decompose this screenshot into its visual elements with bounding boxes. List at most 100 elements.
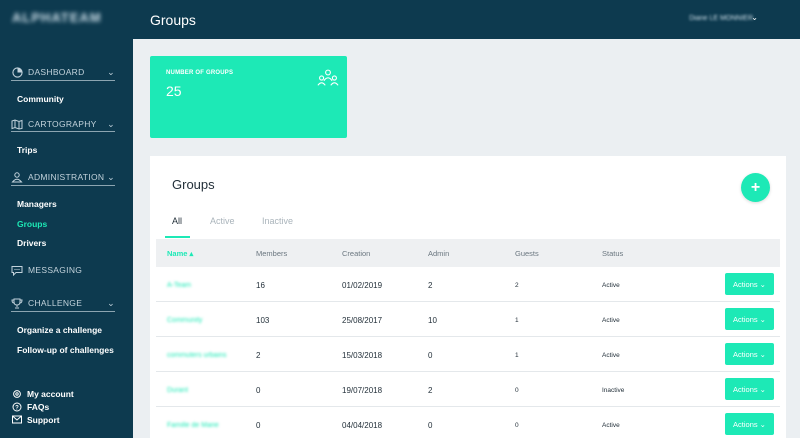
column-header-name[interactable]: Name ▴	[167, 249, 193, 258]
admin-cell: 0	[428, 351, 433, 360]
column-header-members[interactable]: Members	[256, 249, 288, 258]
chevron-down-icon: ⌄	[107, 297, 115, 308]
sidebar-item-drivers[interactable]: Drivers	[17, 238, 47, 248]
help-icon: ?	[11, 401, 22, 412]
creation-cell: 15/03/2018	[342, 351, 383, 360]
sidebar-item-trips[interactable]: Trips	[17, 145, 38, 155]
top-bar: Groups Diane LE MONNIER ⌄	[133, 0, 800, 39]
table-row: Durant 0 19/07/2018 2 0 Inactive Actions ⌄	[156, 372, 780, 407]
sidebar-item-organize-challenge[interactable]: Organize a challenge	[17, 325, 103, 335]
chevron-down-icon: ⌄	[759, 279, 766, 289]
tab-active[interactable]: Active	[210, 216, 235, 226]
sidebar-item-label: My account	[27, 388, 74, 399]
group-name-link[interactable]: A-Team	[167, 282, 192, 289]
divider	[11, 185, 115, 186]
actions-button[interactable]: Actions ⌄	[725, 308, 774, 330]
column-header-status[interactable]: Status	[602, 249, 624, 258]
admin-cell: 10	[428, 316, 437, 325]
actions-label: Actions	[733, 384, 758, 394]
guests-cell: 1	[515, 352, 519, 359]
actions-label: Actions	[733, 419, 758, 429]
map-icon	[11, 118, 23, 130]
sidebar-section-administration[interactable]: ADMINISTRATION ⌄	[11, 169, 115, 185]
sidebar-item-support[interactable]: Support	[11, 414, 60, 425]
chat-icon	[11, 264, 23, 276]
sidebar-section-label: DASHBOARD	[28, 67, 85, 77]
sidebar-item-community[interactable]: Community	[17, 94, 64, 104]
divider	[11, 311, 115, 312]
group-name-link[interactable]: Community	[167, 317, 203, 324]
divider	[11, 80, 115, 81]
table-row: Famille de Marie 0 04/04/2018 0 0 Active Actio…	[156, 407, 780, 438]
number-of-groups-card: NUMBER OF GROUPS 25	[150, 56, 347, 138]
trophy-icon	[11, 297, 23, 309]
actions-button[interactable]: Actions ⌄	[725, 273, 774, 295]
column-header-label: Name	[167, 249, 188, 258]
divider	[11, 131, 115, 132]
status-cell: Active	[602, 317, 620, 324]
sidebar-section-dashboard[interactable]: DASHBOARD ⌄	[11, 64, 115, 80]
table-row: Community 103 25/08/2017 10 1 Active Actions ⌄	[156, 302, 780, 337]
chevron-down-icon: ⌄	[759, 384, 766, 394]
actions-label: Actions	[733, 349, 758, 359]
column-header-guests[interactable]: Guests	[515, 249, 539, 258]
sidebar-section-cartography[interactable]: CARTOGRAPHY ⌄	[11, 116, 115, 132]
members-cell: 0	[256, 386, 261, 395]
settings-icon	[11, 388, 22, 399]
users-icon	[11, 171, 23, 183]
sidebar-section-label: MESSAGING	[28, 265, 83, 275]
stat-label: NUMBER OF GROUPS	[166, 70, 234, 76]
chevron-down-icon: ⌄	[759, 349, 766, 359]
actions-button[interactable]: Actions ⌄	[725, 378, 774, 400]
actions-button[interactable]: Actions ⌄	[725, 343, 774, 365]
page-title: Groups	[150, 12, 196, 28]
sidebar-section-messaging[interactable]: MESSAGING	[11, 262, 115, 278]
admin-cell: 2	[428, 281, 433, 290]
group-name-link[interactable]: Famille de Marie	[167, 422, 219, 429]
chevron-down-icon[interactable]: ⌄	[751, 13, 758, 22]
sidebar-section-challenge[interactable]: CHALLENGE ⌄	[11, 295, 115, 311]
tab-all[interactable]: All	[172, 216, 183, 226]
table-row: commuters urbains 2 15/03/2018 0 1 Active Acti…	[156, 337, 780, 372]
guests-cell: 2	[515, 282, 519, 289]
members-cell: 103	[256, 316, 270, 325]
group-icon	[317, 69, 339, 86]
status-cell: Inactive	[602, 387, 625, 394]
admin-cell: 0	[428, 421, 433, 430]
sidebar-section-label: CARTOGRAPHY	[28, 119, 97, 129]
sidebar: ALPHATEAM DASHBOARD ⌄ Community CARTOGRA…	[0, 0, 133, 438]
group-name-link[interactable]: Durant	[167, 387, 189, 394]
actions-label: Actions	[733, 314, 758, 324]
dashboard-icon	[11, 66, 23, 78]
members-cell: 0	[256, 421, 261, 430]
sidebar-item-groups[interactable]: Groups	[17, 219, 48, 229]
add-group-button[interactable]: +	[741, 173, 770, 202]
sidebar-item-managers[interactable]: Managers	[17, 199, 57, 209]
column-header-admin[interactable]: Admin	[428, 249, 450, 258]
members-cell: 16	[256, 281, 265, 290]
status-cell: Active	[602, 352, 620, 359]
svg-text:?: ?	[15, 405, 19, 411]
creation-cell: 25/08/2017	[342, 316, 383, 325]
members-cell: 2	[256, 351, 261, 360]
status-cell: Active	[602, 282, 620, 289]
table-row: A-Team 16 01/02/2019 2 2 Active Actions ⌄	[156, 267, 780, 302]
sidebar-item-followup-challenges[interactable]: Follow-up of challenges	[17, 345, 114, 355]
sidebar-item-faqs[interactable]: ? FAQs	[11, 401, 49, 412]
creation-cell: 04/04/2018	[342, 421, 383, 430]
sort-ascending-icon: ▴	[189, 249, 194, 258]
tab-inactive[interactable]: Inactive	[262, 216, 294, 226]
tab-indicator	[165, 236, 190, 238]
actions-label: Actions	[733, 279, 758, 289]
group-name-link[interactable]: commuters urbains	[167, 352, 227, 359]
chevron-down-icon: ⌄	[107, 66, 115, 77]
chevron-down-icon: ⌄	[107, 171, 115, 182]
mail-icon	[11, 414, 22, 425]
status-cell: Active	[602, 422, 620, 429]
user-menu[interactable]: Diane LE MONNIER	[689, 15, 753, 22]
column-header-creation[interactable]: Creation	[342, 249, 371, 258]
sidebar-item-my-account[interactable]: My account	[11, 388, 74, 399]
actions-button[interactable]: Actions ⌄	[725, 413, 774, 435]
panel-title: Groups	[172, 177, 215, 192]
table-header: Name ▴ Members Creation Admin Guests Sta…	[156, 239, 780, 267]
